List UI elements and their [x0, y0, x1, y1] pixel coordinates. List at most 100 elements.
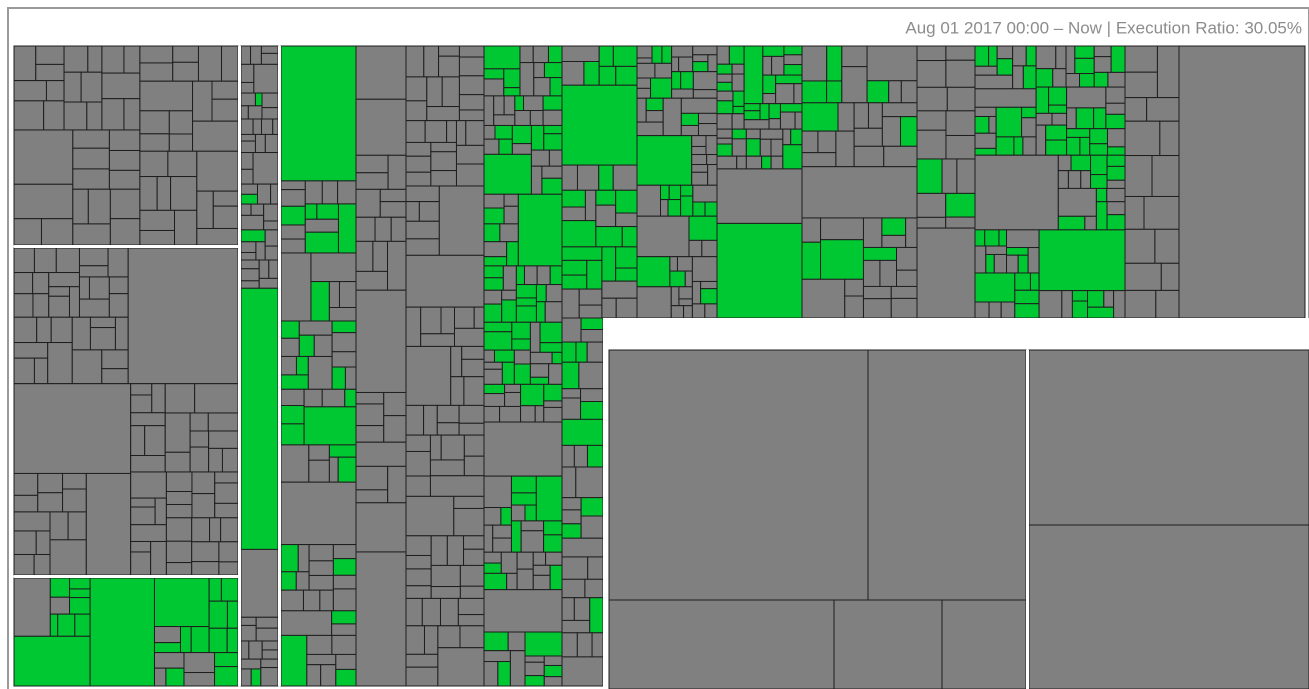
tile — [549, 265, 563, 286]
tile — [532, 574, 551, 591]
tile — [561, 274, 588, 290]
tile — [453, 507, 485, 537]
tile — [268, 259, 279, 279]
tile — [801, 152, 837, 168]
tile — [45, 80, 65, 102]
tile — [691, 280, 702, 305]
tile — [561, 444, 575, 468]
tile — [71, 349, 103, 385]
tile — [732, 105, 745, 115]
tile — [762, 55, 773, 76]
tile — [108, 276, 129, 295]
tile — [636, 121, 664, 137]
tile — [355, 289, 407, 393]
tile — [515, 284, 537, 299]
tile — [1106, 165, 1126, 181]
tile — [509, 650, 526, 687]
tile — [561, 418, 604, 446]
tile — [355, 391, 385, 405]
tile — [130, 412, 166, 427]
tile — [458, 45, 485, 58]
tile — [405, 666, 439, 687]
tile — [974, 147, 997, 156]
tile — [164, 451, 191, 473]
tile — [109, 188, 141, 220]
tile — [561, 656, 604, 687]
tile — [13, 553, 35, 576]
tile — [974, 229, 986, 247]
tile — [304, 218, 339, 233]
tile — [1079, 73, 1095, 88]
tile — [48, 286, 70, 297]
tile — [916, 86, 948, 112]
tile — [547, 45, 563, 64]
tile — [691, 256, 718, 282]
tile — [974, 106, 997, 117]
tile — [355, 465, 389, 491]
tile — [89, 577, 155, 687]
tile — [520, 405, 536, 423]
tile — [405, 475, 431, 497]
tile — [779, 103, 803, 113]
tile — [1027, 247, 1040, 274]
panel-tile — [1028, 524, 1309, 689]
tile — [1014, 303, 1040, 319]
tile — [208, 627, 228, 654]
tile — [680, 195, 694, 217]
tile — [101, 98, 125, 131]
tile — [483, 361, 503, 370]
tile — [716, 81, 733, 92]
tile — [510, 475, 537, 494]
tile — [240, 214, 265, 231]
tile — [13, 316, 38, 344]
tile — [240, 193, 258, 205]
tile — [1124, 97, 1148, 122]
tile — [561, 61, 585, 86]
tile — [150, 540, 167, 576]
tile — [782, 128, 792, 146]
tile — [355, 188, 381, 218]
tile — [458, 94, 485, 111]
tile — [240, 624, 257, 642]
tile — [716, 113, 733, 130]
tile — [463, 535, 485, 550]
tile — [1155, 289, 1180, 319]
tile — [191, 541, 220, 563]
tile — [591, 632, 604, 658]
tile — [636, 77, 652, 89]
tile — [473, 306, 485, 329]
tile — [308, 444, 330, 461]
tile — [650, 77, 673, 99]
tile — [74, 613, 91, 637]
tile — [130, 455, 166, 473]
tile — [355, 441, 407, 467]
tile — [700, 288, 718, 305]
tile — [63, 101, 88, 131]
tile — [731, 128, 747, 140]
tile — [420, 306, 442, 335]
tile — [344, 366, 357, 390]
tile — [32, 272, 50, 295]
tile — [801, 241, 822, 280]
tile — [500, 507, 512, 526]
tile — [344, 388, 357, 408]
tile — [483, 383, 506, 395]
tile — [153, 577, 210, 628]
tile — [916, 45, 947, 62]
tile — [183, 672, 216, 687]
tile — [1035, 112, 1053, 126]
tile — [661, 45, 673, 64]
tile — [1093, 56, 1112, 73]
tile — [208, 600, 228, 629]
tile — [107, 247, 129, 278]
tile — [1089, 128, 1108, 145]
tile — [881, 116, 902, 147]
tile — [543, 664, 563, 678]
tile — [240, 133, 256, 142]
tile — [561, 259, 588, 276]
tile — [974, 245, 987, 274]
tile — [678, 56, 694, 73]
tile — [510, 492, 537, 506]
tile — [1103, 290, 1115, 308]
